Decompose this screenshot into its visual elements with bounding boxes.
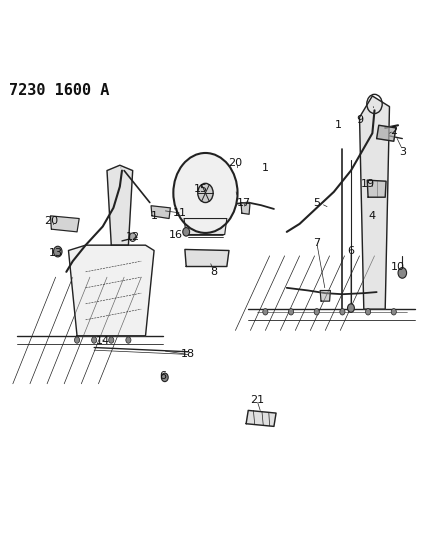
Polygon shape — [367, 180, 386, 197]
Polygon shape — [51, 216, 79, 232]
Text: 20: 20 — [44, 216, 59, 226]
Circle shape — [54, 246, 62, 257]
Text: 18: 18 — [181, 350, 196, 359]
Circle shape — [288, 309, 294, 315]
Circle shape — [340, 309, 345, 315]
Text: 10: 10 — [391, 262, 405, 271]
Polygon shape — [68, 245, 154, 336]
Polygon shape — [107, 165, 133, 245]
Circle shape — [348, 304, 354, 312]
Polygon shape — [241, 203, 250, 214]
Text: 6: 6 — [348, 246, 354, 255]
Circle shape — [161, 373, 168, 382]
Circle shape — [92, 337, 97, 343]
Polygon shape — [246, 410, 276, 426]
Circle shape — [74, 337, 80, 343]
Text: 17: 17 — [237, 198, 251, 207]
Polygon shape — [151, 206, 170, 219]
Text: 4: 4 — [369, 211, 376, 221]
Text: 1: 1 — [262, 163, 269, 173]
Text: 3: 3 — [399, 147, 406, 157]
Text: 2: 2 — [390, 126, 397, 135]
Text: 5: 5 — [313, 198, 320, 207]
Text: 1: 1 — [335, 120, 342, 130]
Text: 15: 15 — [194, 184, 208, 194]
Polygon shape — [185, 249, 229, 266]
Text: 6: 6 — [159, 371, 166, 381]
Circle shape — [129, 233, 136, 241]
Text: 13: 13 — [49, 248, 62, 258]
Circle shape — [366, 309, 371, 315]
Text: 16: 16 — [169, 230, 182, 239]
Circle shape — [126, 337, 131, 343]
Polygon shape — [377, 125, 396, 141]
Circle shape — [398, 268, 407, 278]
Text: 20: 20 — [228, 158, 243, 167]
Text: 11: 11 — [173, 208, 187, 218]
Circle shape — [263, 309, 268, 315]
Text: 14: 14 — [95, 336, 110, 346]
Text: 1: 1 — [151, 211, 158, 221]
Text: 7230 1600 A: 7230 1600 A — [9, 83, 109, 98]
Text: 8: 8 — [211, 267, 217, 277]
Text: 19: 19 — [361, 179, 375, 189]
Text: 12: 12 — [125, 232, 140, 242]
Text: 7: 7 — [313, 238, 320, 247]
Polygon shape — [360, 96, 389, 309]
Circle shape — [198, 183, 213, 203]
Polygon shape — [184, 219, 227, 235]
Circle shape — [183, 228, 190, 236]
Circle shape — [314, 309, 319, 315]
Circle shape — [391, 309, 396, 315]
Circle shape — [109, 337, 114, 343]
Circle shape — [173, 153, 238, 233]
Text: 9: 9 — [356, 115, 363, 125]
Polygon shape — [320, 290, 330, 301]
Text: 21: 21 — [250, 395, 264, 405]
